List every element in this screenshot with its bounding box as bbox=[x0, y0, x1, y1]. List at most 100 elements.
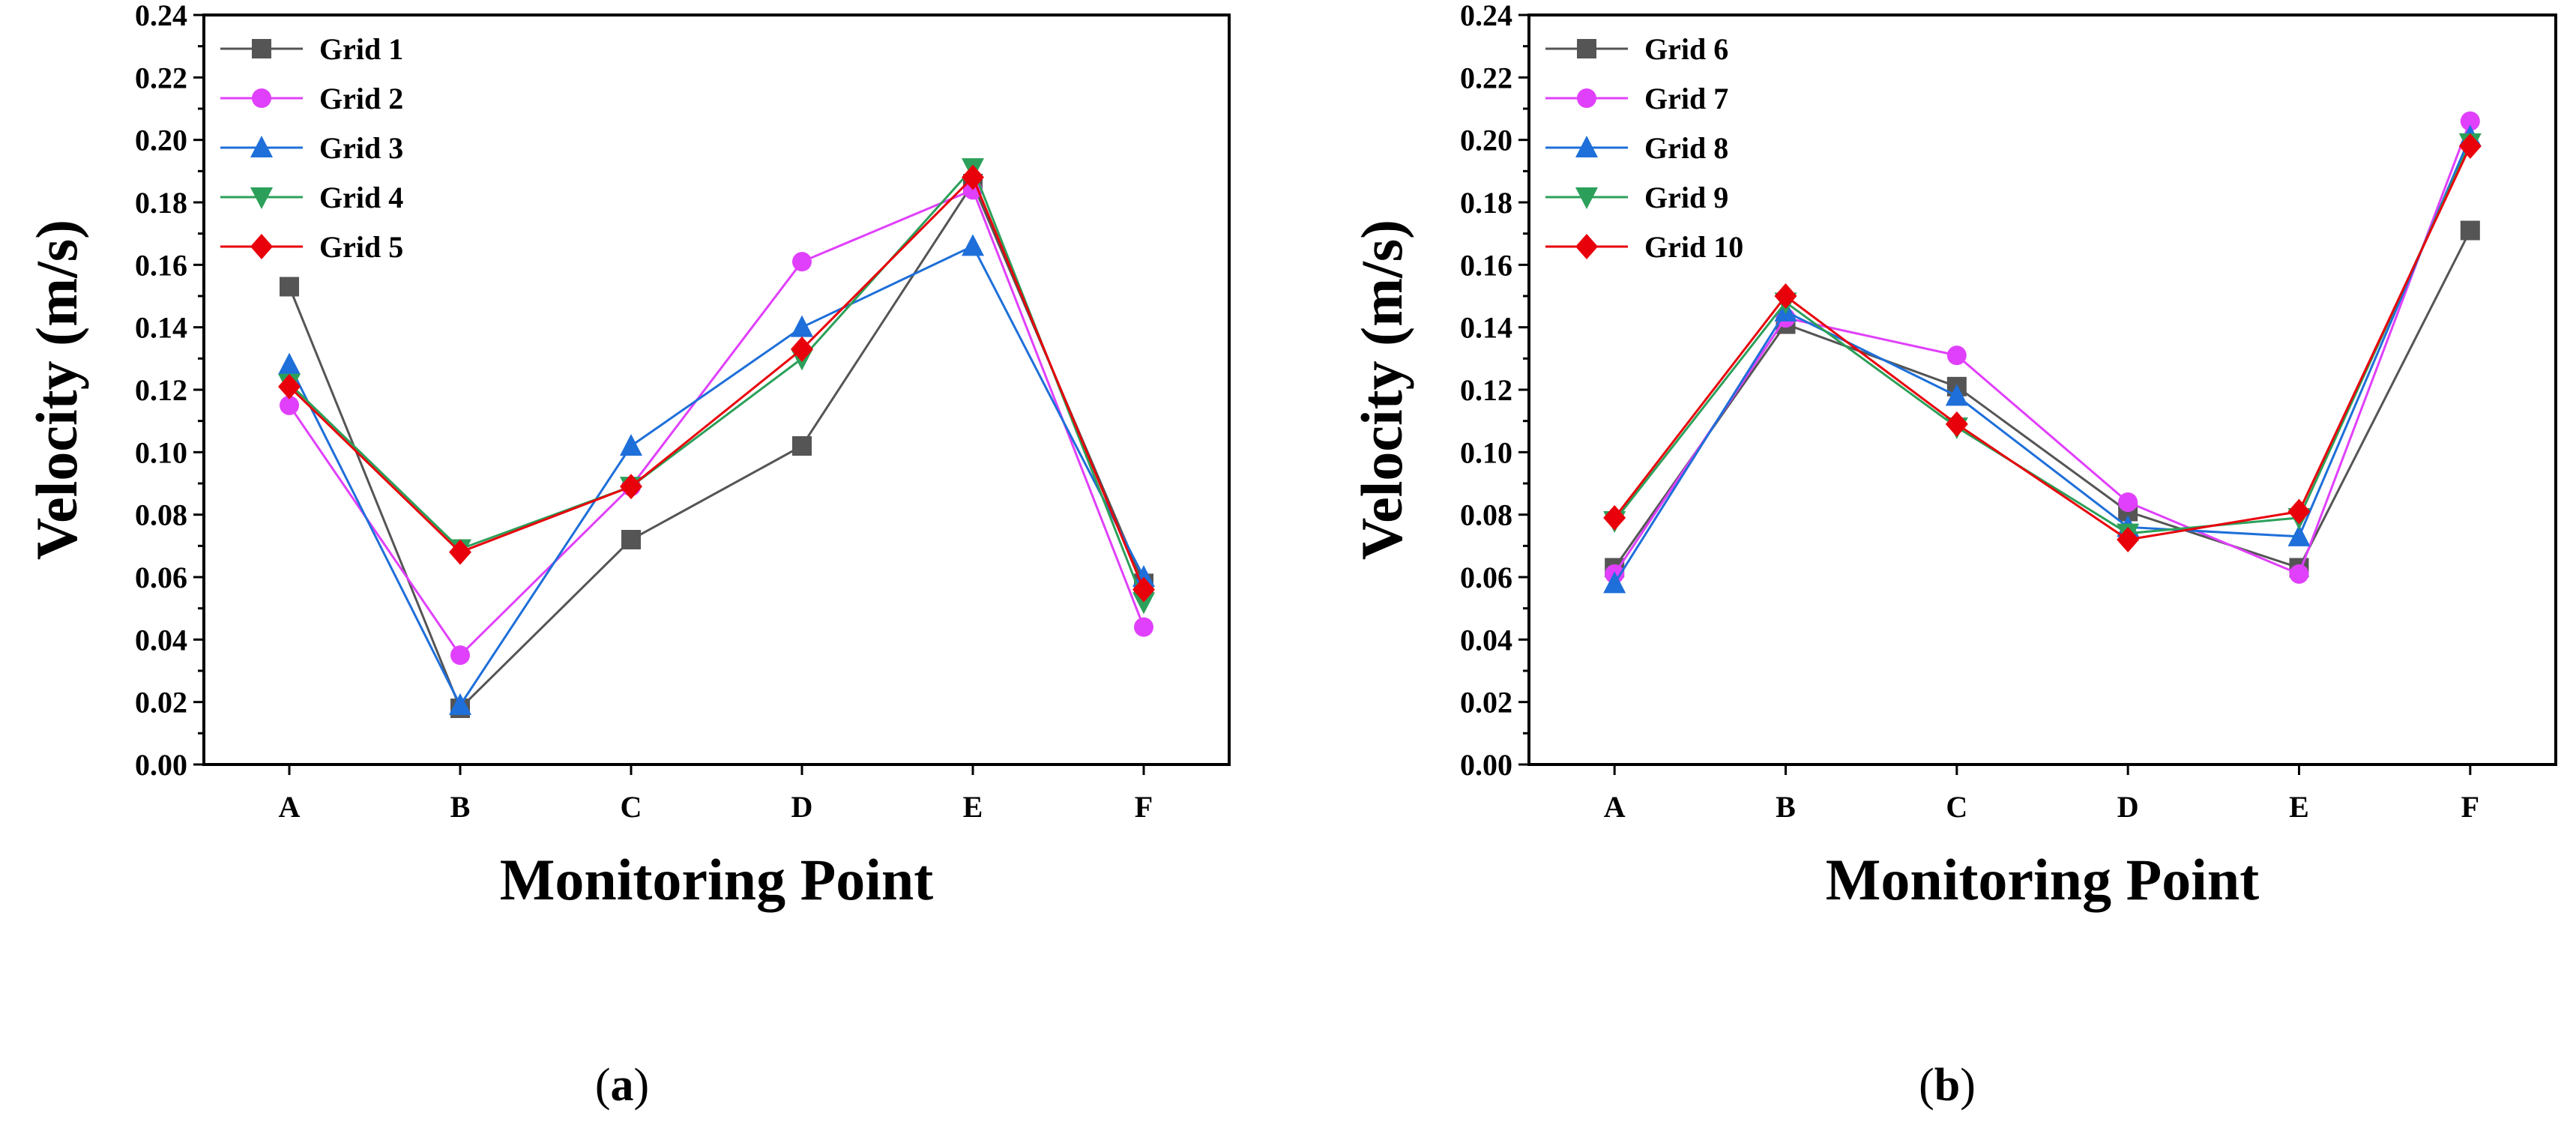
legend-marker bbox=[250, 234, 273, 259]
x-tick-label: A bbox=[1604, 790, 1626, 824]
legend-label: Grid 6 bbox=[1644, 32, 1728, 66]
series-grid-5 bbox=[278, 164, 1155, 603]
data-point bbox=[2458, 133, 2482, 159]
legend-item: Grid 3 bbox=[220, 131, 403, 165]
legend-label: Grid 3 bbox=[319, 131, 403, 165]
legend: Grid 1 Grid 2 Grid 3 Grid 4 Grid 5 bbox=[220, 32, 403, 264]
legend-marker bbox=[1577, 39, 1596, 58]
data-point bbox=[2287, 498, 2311, 525]
data-point bbox=[2118, 492, 2138, 512]
panel-label: (b) bbox=[1919, 1060, 1976, 1111]
x-tick-label: C bbox=[621, 790, 642, 824]
legend-marker bbox=[1577, 88, 1596, 108]
y-tick-label: 0.14 bbox=[135, 311, 187, 345]
legend-marker bbox=[1575, 136, 1598, 157]
y-tick-label: 0.24 bbox=[135, 0, 187, 32]
x-tick-label: D bbox=[2117, 790, 2139, 824]
y-tick-label: 0.00 bbox=[135, 748, 187, 782]
x-tick-label: B bbox=[450, 790, 471, 824]
legend-marker bbox=[1575, 234, 1598, 259]
x-axis-title: Monitoring Point bbox=[500, 847, 934, 912]
series-line bbox=[288, 188, 1145, 657]
y-axis-title: Velocity (m/s) bbox=[24, 220, 89, 560]
series-grid-3 bbox=[278, 234, 1155, 715]
legend-label: Grid 9 bbox=[1644, 181, 1728, 214]
legend-marker bbox=[1575, 187, 1598, 209]
y-tick-label: 0.00 bbox=[1460, 748, 1512, 782]
data-point bbox=[449, 693, 471, 715]
y-tick-label: 0.06 bbox=[135, 561, 187, 594]
legend-marker bbox=[250, 187, 273, 209]
data-point bbox=[1132, 565, 1155, 587]
y-tick-label: 0.18 bbox=[1460, 186, 1512, 220]
data-point bbox=[1134, 617, 1153, 637]
data-point bbox=[620, 474, 642, 500]
legend-label: Grid 5 bbox=[319, 230, 403, 264]
series-grid-7 bbox=[1605, 111, 2480, 584]
series-grid-6 bbox=[1605, 220, 2480, 578]
data-point bbox=[620, 434, 642, 456]
series-line bbox=[288, 181, 1145, 711]
y-tick-label: 0.06 bbox=[1460, 561, 1512, 594]
legend: Grid 6 Grid 7 Grid 8 Grid 9 Grid 10 bbox=[1545, 32, 1743, 264]
series-line bbox=[288, 175, 1145, 591]
data-point bbox=[1945, 411, 1968, 437]
legend-label: Grid 1 bbox=[319, 32, 403, 66]
legend-label: Grid 4 bbox=[319, 181, 403, 214]
series-grid-1 bbox=[280, 174, 1153, 718]
data-point bbox=[2460, 220, 2480, 241]
panel-a: 0.00 0.02 0.04 0.06 0.08 0.10 0.12 0.14 0.16 0.18… bbox=[24, 0, 1231, 1111]
x-tick-label: D bbox=[791, 790, 813, 824]
data-point bbox=[1603, 504, 1626, 531]
series-line bbox=[1613, 229, 2472, 570]
data-point bbox=[791, 315, 813, 337]
y-tick-label: 0.08 bbox=[135, 498, 187, 532]
panel-b: 0.00 0.02 0.04 0.06 0.08 0.10 0.12 0.14 0.16 0.18… bbox=[1349, 0, 2557, 1111]
series-grid-9 bbox=[1603, 133, 2482, 546]
y-tick-label: 0.08 bbox=[1460, 498, 1512, 532]
legend-item: Grid 5 bbox=[220, 230, 403, 264]
legend-item: Grid 10 bbox=[1545, 230, 1743, 264]
data-point bbox=[1946, 346, 1967, 366]
series-line bbox=[1613, 145, 2472, 541]
x-tick-label: F bbox=[1135, 790, 1153, 824]
legend-item: Grid 7 bbox=[1545, 82, 1728, 115]
data-point bbox=[2287, 524, 2311, 546]
y-tick-label: 0.04 bbox=[135, 623, 187, 657]
y-tick-label: 0.02 bbox=[135, 686, 187, 720]
legend-label: Grid 8 bbox=[1644, 131, 1728, 165]
data-point bbox=[792, 436, 812, 456]
data-point bbox=[449, 539, 471, 565]
y-tick-label: 0.20 bbox=[1460, 124, 1512, 157]
x-tick-label: B bbox=[1776, 790, 1796, 824]
data-point bbox=[1132, 576, 1155, 603]
plot-frame bbox=[1527, 13, 2557, 766]
y-tick-label: 0.22 bbox=[135, 61, 187, 94]
panel-label: (a) bbox=[595, 1060, 649, 1111]
series-grid-10 bbox=[1603, 133, 2482, 552]
x-tick-label: C bbox=[1946, 790, 1967, 824]
x-axis-title: Monitoring Point bbox=[1826, 847, 2260, 912]
data-point bbox=[280, 395, 299, 415]
series-line bbox=[1613, 142, 2472, 535]
y-axis-title: Velocity (m/s) bbox=[1349, 220, 1414, 560]
data-point bbox=[450, 645, 470, 666]
legend-item: Grid 9 bbox=[1545, 181, 1728, 214]
y-tick-label: 0.10 bbox=[1460, 435, 1512, 469]
y-tick-label: 0.12 bbox=[135, 373, 187, 407]
y-tick-label: 0.18 bbox=[135, 186, 187, 220]
y-tick-label: 0.24 bbox=[1460, 0, 1512, 32]
data-point bbox=[1945, 384, 1968, 406]
y-tick-label: 0.14 bbox=[1460, 311, 1512, 345]
y-tick-label: 0.22 bbox=[1460, 61, 1512, 94]
plot-frame bbox=[202, 13, 1231, 766]
x-tick-label: F bbox=[2461, 790, 2479, 824]
legend-marker bbox=[252, 88, 271, 108]
legend-marker bbox=[252, 39, 271, 58]
legend-label: Grid 10 bbox=[1644, 230, 1743, 264]
x-tick-label: E bbox=[2289, 790, 2309, 824]
y-tick-label: 0.04 bbox=[1460, 623, 1512, 657]
x-tick-label: E bbox=[963, 790, 983, 824]
legend-label: Grid 2 bbox=[319, 82, 403, 115]
x-tick-label: A bbox=[279, 790, 301, 824]
